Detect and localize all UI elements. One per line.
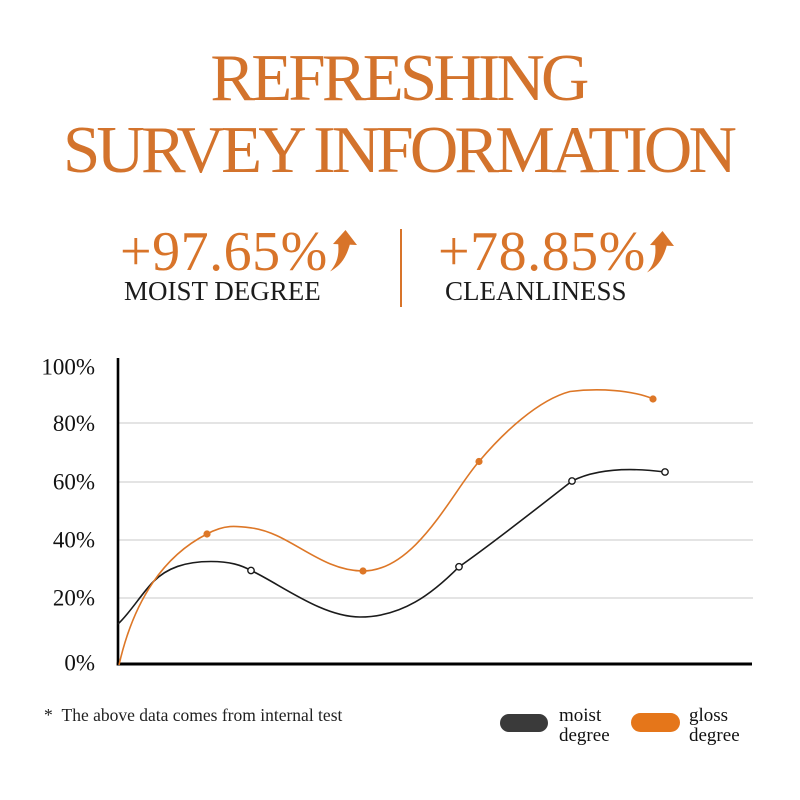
svg-text:0%: 0% <box>64 651 95 676</box>
svg-text:100%: 100% <box>41 355 95 380</box>
svg-text:60%: 60% <box>53 470 95 495</box>
svg-text:80%: 80% <box>53 411 95 436</box>
svg-text:40%: 40% <box>53 528 95 553</box>
svg-text:20%: 20% <box>53 586 95 611</box>
